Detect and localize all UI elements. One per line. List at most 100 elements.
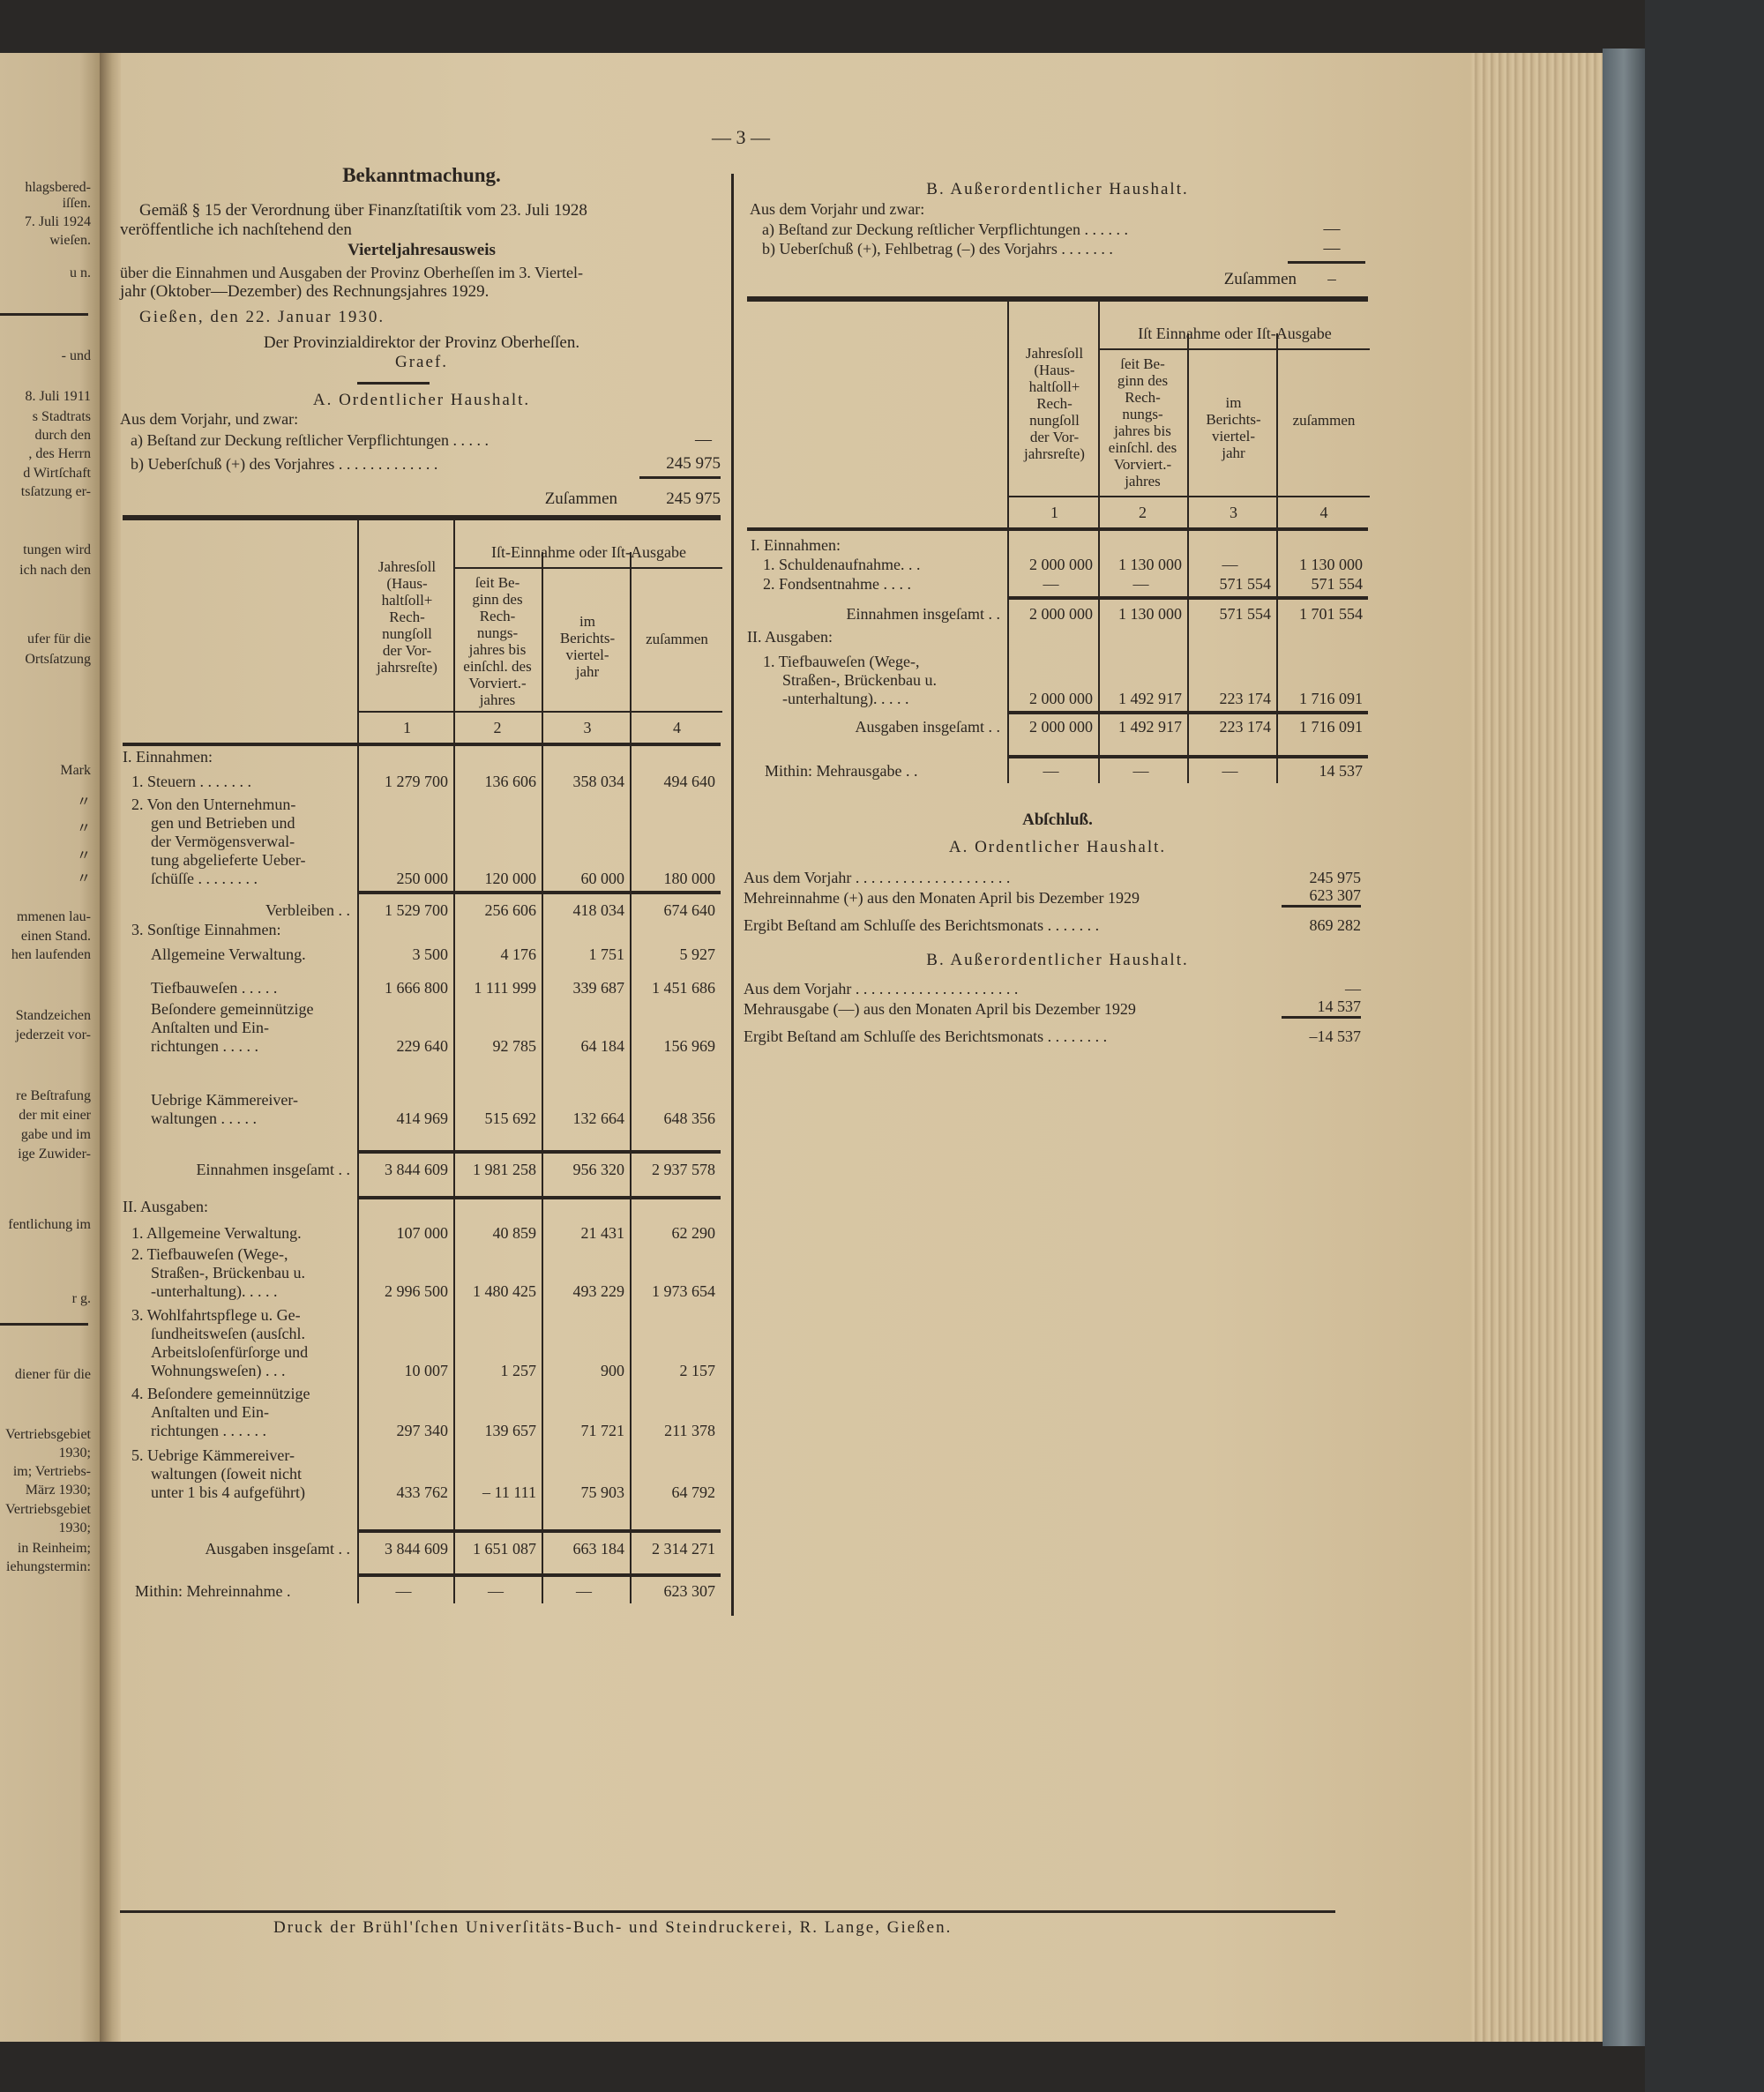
row-label-text: 5. Uebrige Kämmereiver- waltungen (ſowei…	[131, 1446, 305, 1501]
header-num-3: 3	[543, 711, 632, 743]
facing-page-line: 〃	[76, 871, 91, 886]
row-label: Allgemeine Verwaltung.	[123, 942, 357, 967]
book-cover-board	[1603, 49, 1645, 2046]
sum-rule	[639, 476, 721, 479]
closing-a-heading: A. Ordentlicher Haushalt.	[948, 838, 1167, 856]
section-b-total-value: –	[1327, 270, 1336, 288]
facing-page-line: wieſen.	[49, 233, 91, 248]
cell-col-1: 3 844 609	[357, 1529, 453, 1561]
cell-col-4: 14 537	[1276, 755, 1368, 783]
sum-rule	[1288, 261, 1365, 264]
facing-page-line: Standzeichen	[15, 1008, 91, 1023]
header-num-1: 1	[359, 711, 455, 743]
row-label-text: 2. Tiefbauweſen (Wege-, Straßen-, Brücke…	[131, 1245, 305, 1300]
row-label: II. Ausgaben:	[747, 626, 1007, 649]
cell-col-3: 223 174	[1187, 649, 1276, 711]
row-label: 2. Fondsentnahme . . . .	[747, 575, 1007, 596]
cell-col-4	[1276, 531, 1368, 557]
row-label: Tiefbauweſen . . . . .	[123, 979, 357, 1000]
cell-col-4: 494 640	[630, 769, 721, 794]
table-row: Verbleiben . . 1 529 700 256 606 418 034 674…	[123, 891, 721, 923]
notice-intro-2: veröffentliche ich nachſtehend den	[120, 220, 352, 239]
row-label-text: Einnahmen insgeſamt . .	[846, 605, 1000, 623]
table-row: Beſondere gemeinnützige Anſtalten und Ei…	[123, 1000, 721, 1058]
facing-page-line: Vertriebsgebiet	[5, 1502, 91, 1517]
facing-page-line: 〃	[76, 795, 91, 810]
table-row: Uebrige Kämmereiver- waltungen . . . . .…	[123, 1090, 721, 1131]
cell-col-1	[1007, 739, 1098, 755]
cell-col-2: 1 257	[453, 1304, 542, 1383]
cell-col-1: 3 844 609	[357, 1150, 453, 1182]
divider	[0, 313, 88, 316]
row-label: 1. Tiefbauweſen (Wege-, Straßen-, Brücke…	[747, 649, 1007, 711]
row-label: Einnahmen insgeſamt . .	[747, 596, 1007, 626]
row-label-text: Mithin: Mehreinnahme .	[135, 1582, 291, 1600]
cell-col-2: 256 606	[453, 891, 542, 923]
ordinary-budget-table: Jahresſoll (Haus- haltſoll+ Rech- nungſo…	[123, 515, 722, 1603]
table-row: 2. Von den Unternehmun- gen und Betriebe…	[123, 794, 721, 891]
cell-col-2: 136 606	[453, 769, 542, 794]
row-label: II. Ausgaben:	[123, 1196, 357, 1219]
cell-col-4: 571 554	[1276, 575, 1368, 596]
cell-col-2	[453, 1561, 542, 1573]
cell-col-1: 1 666 800	[357, 979, 453, 1000]
facing-page-line: 7. Juli 1924	[24, 214, 91, 229]
header-col-2-label: ſeit Be- ginn des Rech- nungs- jahres bi…	[1108, 355, 1177, 489]
row-label: Beſondere gemeinnützige Anſtalten und Ei…	[123, 1000, 357, 1058]
section-b-a-value: —	[1323, 220, 1341, 238]
cell-col-3: 956 320	[542, 1150, 630, 1182]
facing-page-line: mmenen lau-	[17, 909, 91, 924]
section-b-b-label: b) Ueberſchuß (+), Fehlbetrag (–) des Vo…	[762, 240, 1113, 258]
cell-col-4: 2 314 271	[630, 1529, 721, 1561]
notice-desc-1: über die Einnahmen und Ausgaben der Prov…	[120, 264, 583, 281]
closing-line: Ergibt Beſtand am Schluſſe des Berichtsm…	[744, 1019, 1361, 1046]
cell-col-4: 648 356	[630, 1090, 721, 1131]
closing-b-heading: B. Außerordentlicher Haushalt.	[926, 951, 1189, 969]
facing-page-line: ufer für die	[27, 631, 91, 646]
facing-page-line: tungen wird	[23, 542, 91, 557]
facing-page-line: diener für die	[14, 1367, 91, 1382]
facing-page-line: ige Zuwider-	[18, 1147, 91, 1162]
row-label-text: 3. Wohlfahrtspflege u. Ge- ſundheitsweſe…	[131, 1306, 309, 1379]
cell-col-2	[453, 1058, 542, 1090]
header-col-4-label: zuſammen	[1292, 412, 1356, 429]
cell-col-3: 75 903	[542, 1443, 630, 1505]
cell-col-4	[630, 1058, 721, 1090]
row-label	[123, 1561, 357, 1573]
facing-page-line: s Stadtrats	[32, 409, 91, 424]
cell-col-3: —	[1187, 556, 1276, 577]
closing-label: Aus dem Vorjahr . . . . . . . . . . . . …	[744, 980, 1019, 997]
table-row: I. Einnahmen:	[123, 746, 721, 769]
extraordinary-budget-table: Jahresſoll (Haus- haltſoll+ Rech- nungſo…	[747, 296, 1370, 783]
facing-page-line: tsſatzung er-	[20, 484, 91, 499]
cell-col-1	[357, 1196, 453, 1219]
notice-title: Bekanntmachung.	[342, 164, 501, 186]
closing-line: Ergibt Beſtand am Schluſſe des Berichtsm…	[744, 908, 1361, 935]
closing-value: 245 975	[1309, 869, 1362, 886]
cell-col-3: 60 000	[542, 794, 630, 891]
row-label-text: Einnahmen insgeſamt . .	[196, 1161, 350, 1178]
cell-col-3: 339 687	[542, 979, 630, 1000]
table-row: II. Ausgaben:	[123, 1196, 721, 1219]
cell-col-2	[1098, 626, 1187, 649]
divider	[0, 1323, 88, 1326]
table-row: Mithin: Mehrausgabe . . — — —14 537	[747, 755, 1368, 783]
header-col-3-label: im Berichts- viertel- jahr	[559, 613, 616, 680]
table-row: 3. Sonſtige Einnahmen:	[123, 921, 721, 942]
row-label-text: 2. Fondsentnahme . . . .	[763, 575, 911, 593]
cell-col-3: 21 431	[542, 1219, 630, 1245]
notice-intro-1: Gemäß § 15 der Verordnung über Finanzſta…	[139, 201, 587, 220]
cell-col-1: 2 996 500	[357, 1245, 453, 1304]
table-body: I. Einnahmen: 1. Schuldenaufnahme. . . 2 0…	[747, 531, 1368, 783]
row-label	[747, 739, 1007, 755]
row-label: Verbleiben . .	[123, 891, 357, 923]
row-label: 1. Steuern . . . . . . .	[123, 769, 357, 794]
row-label: 3. Sonſtige Einnahmen:	[123, 921, 357, 942]
cell-col-1: 1 279 700	[357, 769, 453, 794]
facing-page-line: hen laufenden	[11, 947, 91, 962]
cell-col-1: 107 000	[357, 1219, 453, 1245]
section-b-heading: B. Außerordentlicher Haushalt.	[926, 180, 1189, 198]
cell-col-4	[630, 967, 721, 979]
header-group: Iſt Einnahme oder Iſt-Ausgabe	[1098, 302, 1370, 527]
cell-col-1	[357, 1561, 453, 1573]
